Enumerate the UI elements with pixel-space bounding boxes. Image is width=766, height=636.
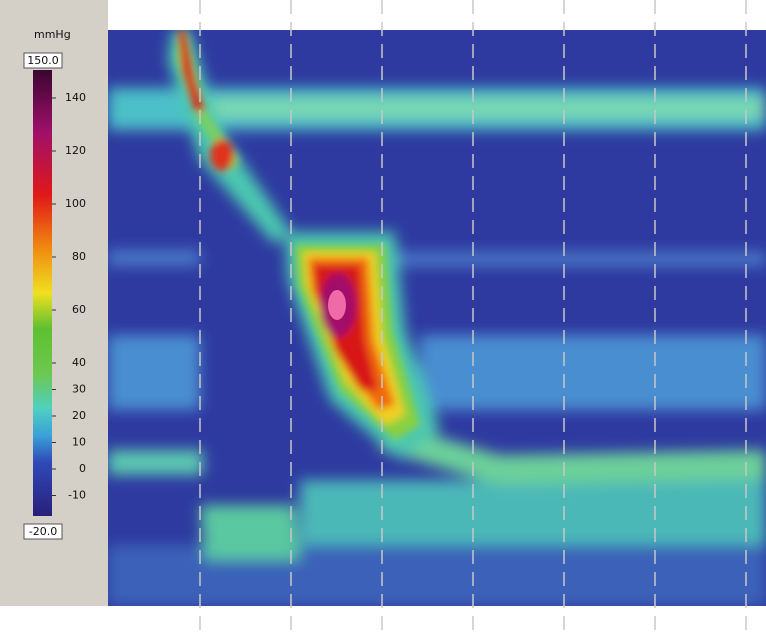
pressure-heatmap [108,30,766,606]
tick-label: 30 [72,383,86,396]
tick-label: 0 [79,462,86,475]
tick-label: 10 [72,436,86,449]
manometry-view: mmHg 150.0 -20.0 1401201008060403020100-… [0,0,766,632]
tick-label: 60 [72,303,86,316]
tick-label: -10 [68,489,86,502]
tick-label: 80 [72,250,86,263]
colorbar [33,70,52,516]
peak-marker [328,290,346,320]
max-label[interactable]: 150.0 [27,54,59,67]
tick-label: 20 [72,409,86,422]
tick-label: 120 [65,144,86,157]
tick-label: 40 [72,356,86,369]
min-label[interactable]: -20.0 [29,525,57,538]
tick-label: 100 [65,197,86,210]
unit-label: mmHg [34,28,71,41]
tick-label: 140 [65,91,86,104]
